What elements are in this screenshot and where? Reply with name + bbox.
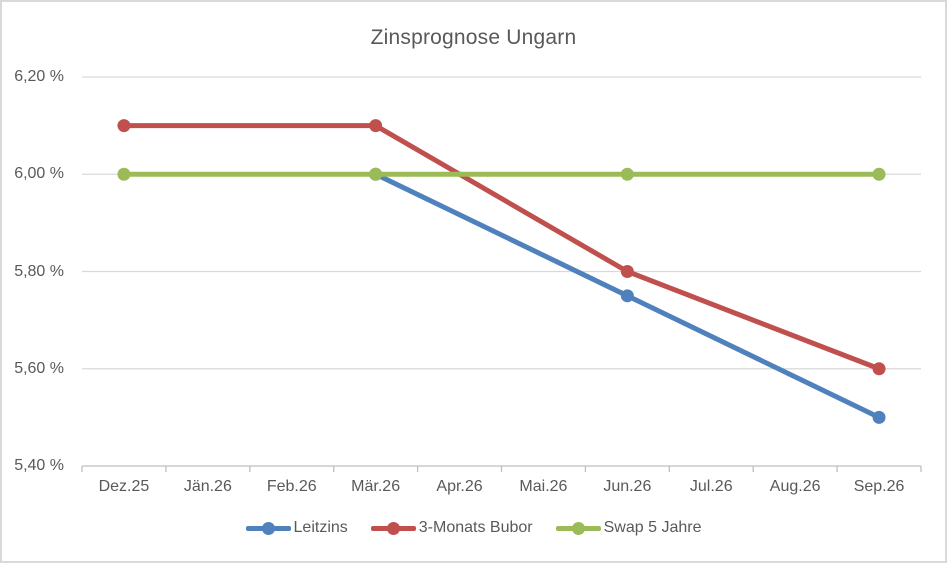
- legend-label: Swap 5 Jahre: [603, 519, 702, 536]
- x-tick-label: Feb.26: [266, 478, 317, 495]
- line-marker-icon: [555, 521, 601, 536]
- y-tick-label: 5,60 %: [14, 359, 64, 377]
- y-tick-label: 5,80 %: [14, 262, 64, 280]
- data-point-marker: [620, 265, 634, 278]
- y-tick-label: 6,20 %: [14, 68, 64, 85]
- data-point-marker: [872, 362, 886, 376]
- x-tick-label: Dez.25: [98, 478, 150, 495]
- x-tick-label: Sep.26: [853, 478, 905, 495]
- x-tick-label: Aug.26: [769, 478, 821, 495]
- line-marker-icon: [370, 521, 416, 536]
- legend-label: 3-Monats Bubor: [418, 519, 533, 536]
- data-point-marker: [620, 289, 634, 303]
- x-tick-label: Jul.26: [689, 478, 733, 495]
- data-point-marker: [369, 167, 383, 181]
- y-tick-label: 6,00 %: [14, 165, 64, 183]
- line-marker-icon: [245, 521, 291, 536]
- data-point-marker: [872, 410, 886, 424]
- chart-title: Zinsprognose Ungarn: [370, 26, 577, 49]
- legend-item-3-monats-bubor: 3-Monats Bubor: [370, 519, 533, 537]
- x-tick-label: Mai.26: [519, 478, 568, 495]
- x-tick-label: Mär.26: [351, 478, 401, 495]
- data-point-marker: [620, 167, 634, 181]
- chart-legend: Leitzins 3-Monats Bubor Swap 5 Jahre: [2, 519, 945, 537]
- data-point-marker: [872, 167, 886, 181]
- legend-item-swap-5-jahre: Swap 5 Jahre: [555, 519, 702, 537]
- series-line-3-monats-bubor: [121, 123, 882, 372]
- legend-label: Leitzins: [293, 519, 348, 536]
- x-tick-label: Jun.26: [603, 478, 652, 495]
- x-tick-label: Apr.26: [436, 478, 483, 495]
- y-tick-label: 5,40 %: [14, 457, 64, 474]
- data-point-marker: [117, 167, 131, 181]
- x-tick-label: Jän.26: [183, 478, 232, 495]
- data-point-marker: [117, 119, 131, 133]
- data-point-marker: [369, 119, 383, 133]
- legend-item-leitzins: Leitzins: [245, 519, 348, 537]
